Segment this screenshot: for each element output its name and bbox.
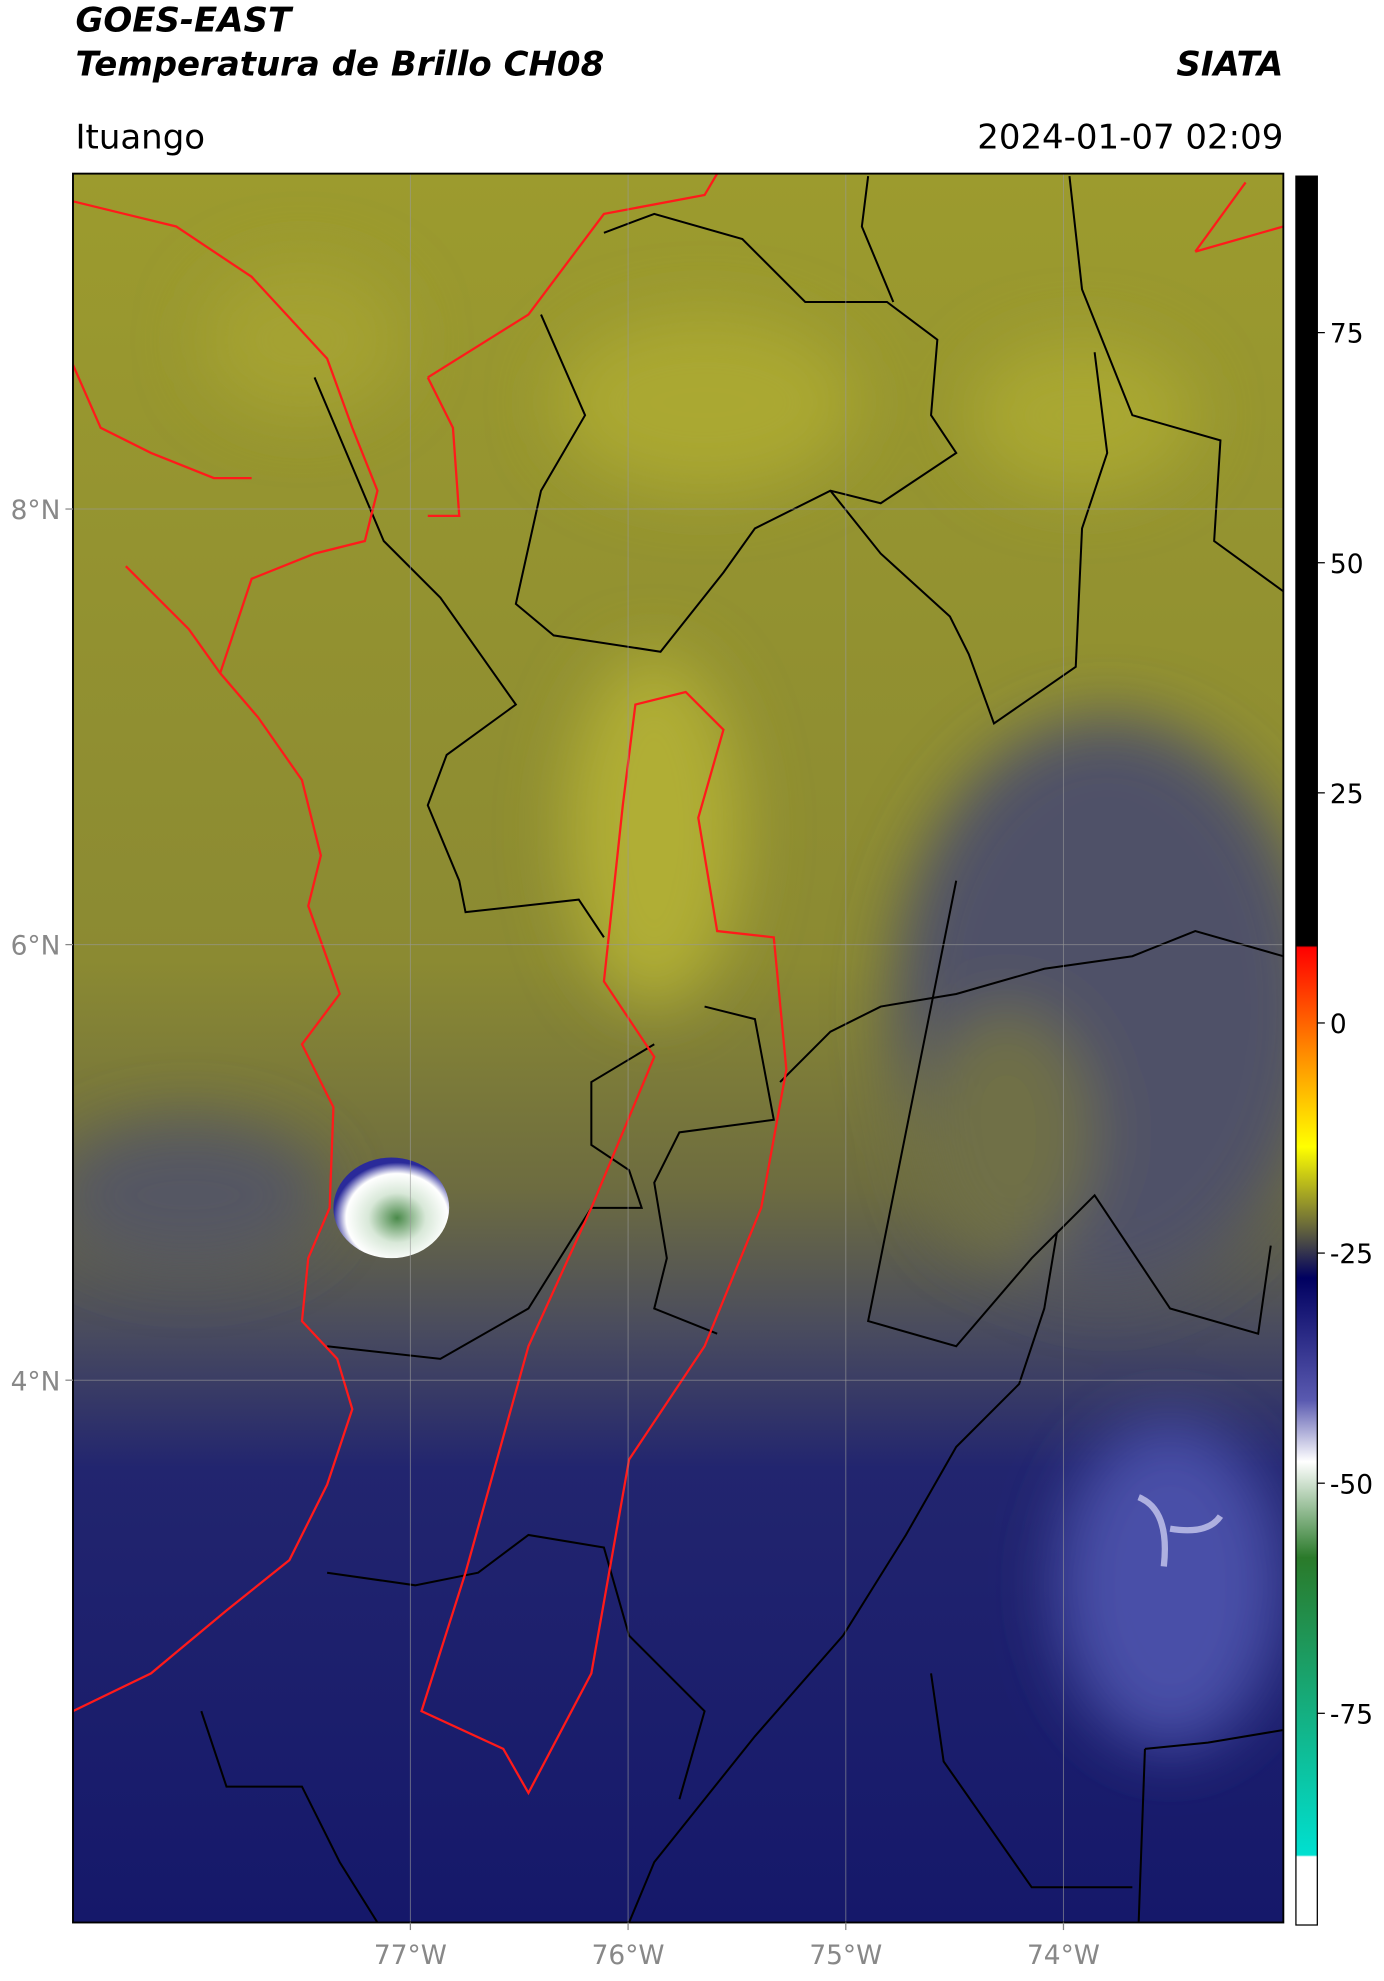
colorbar-tick-label: -75 [1330,1699,1373,1730]
location: Ituango [75,117,205,157]
datetime: 2024-01-07 02:09 [977,117,1283,157]
satellite-image [72,173,1284,1923]
subtitle: Temperatura de Brillo CH08 [75,44,604,84]
y-tick-label: 4°N [11,1366,61,1397]
colorbar-tick-label: 0 [1330,1009,1347,1040]
colorbar-tick-label: -25 [1330,1239,1373,1270]
colorbar [1295,175,1318,1926]
map-frame [72,172,1285,1924]
colorbar-tick-label: -50 [1330,1469,1373,1500]
y-tick-label: 6°N [11,931,61,962]
colorbar-tick-label: 50 [1330,549,1364,580]
x-tick-label: 77°W [374,1940,447,1971]
title: GOES-EAST [75,0,293,40]
gridlines [72,173,1284,1923]
colorbar-tick-label: 75 [1330,319,1364,350]
y-tick-label: 8°N [11,495,61,526]
x-tick-label: 75°W [809,1940,882,1971]
x-tick-label: 74°W [1027,1940,1100,1971]
x-tick-label: 76°W [592,1940,665,1971]
institution: SIATA [1176,44,1283,84]
colorbar-tick-label: 25 [1330,779,1364,810]
